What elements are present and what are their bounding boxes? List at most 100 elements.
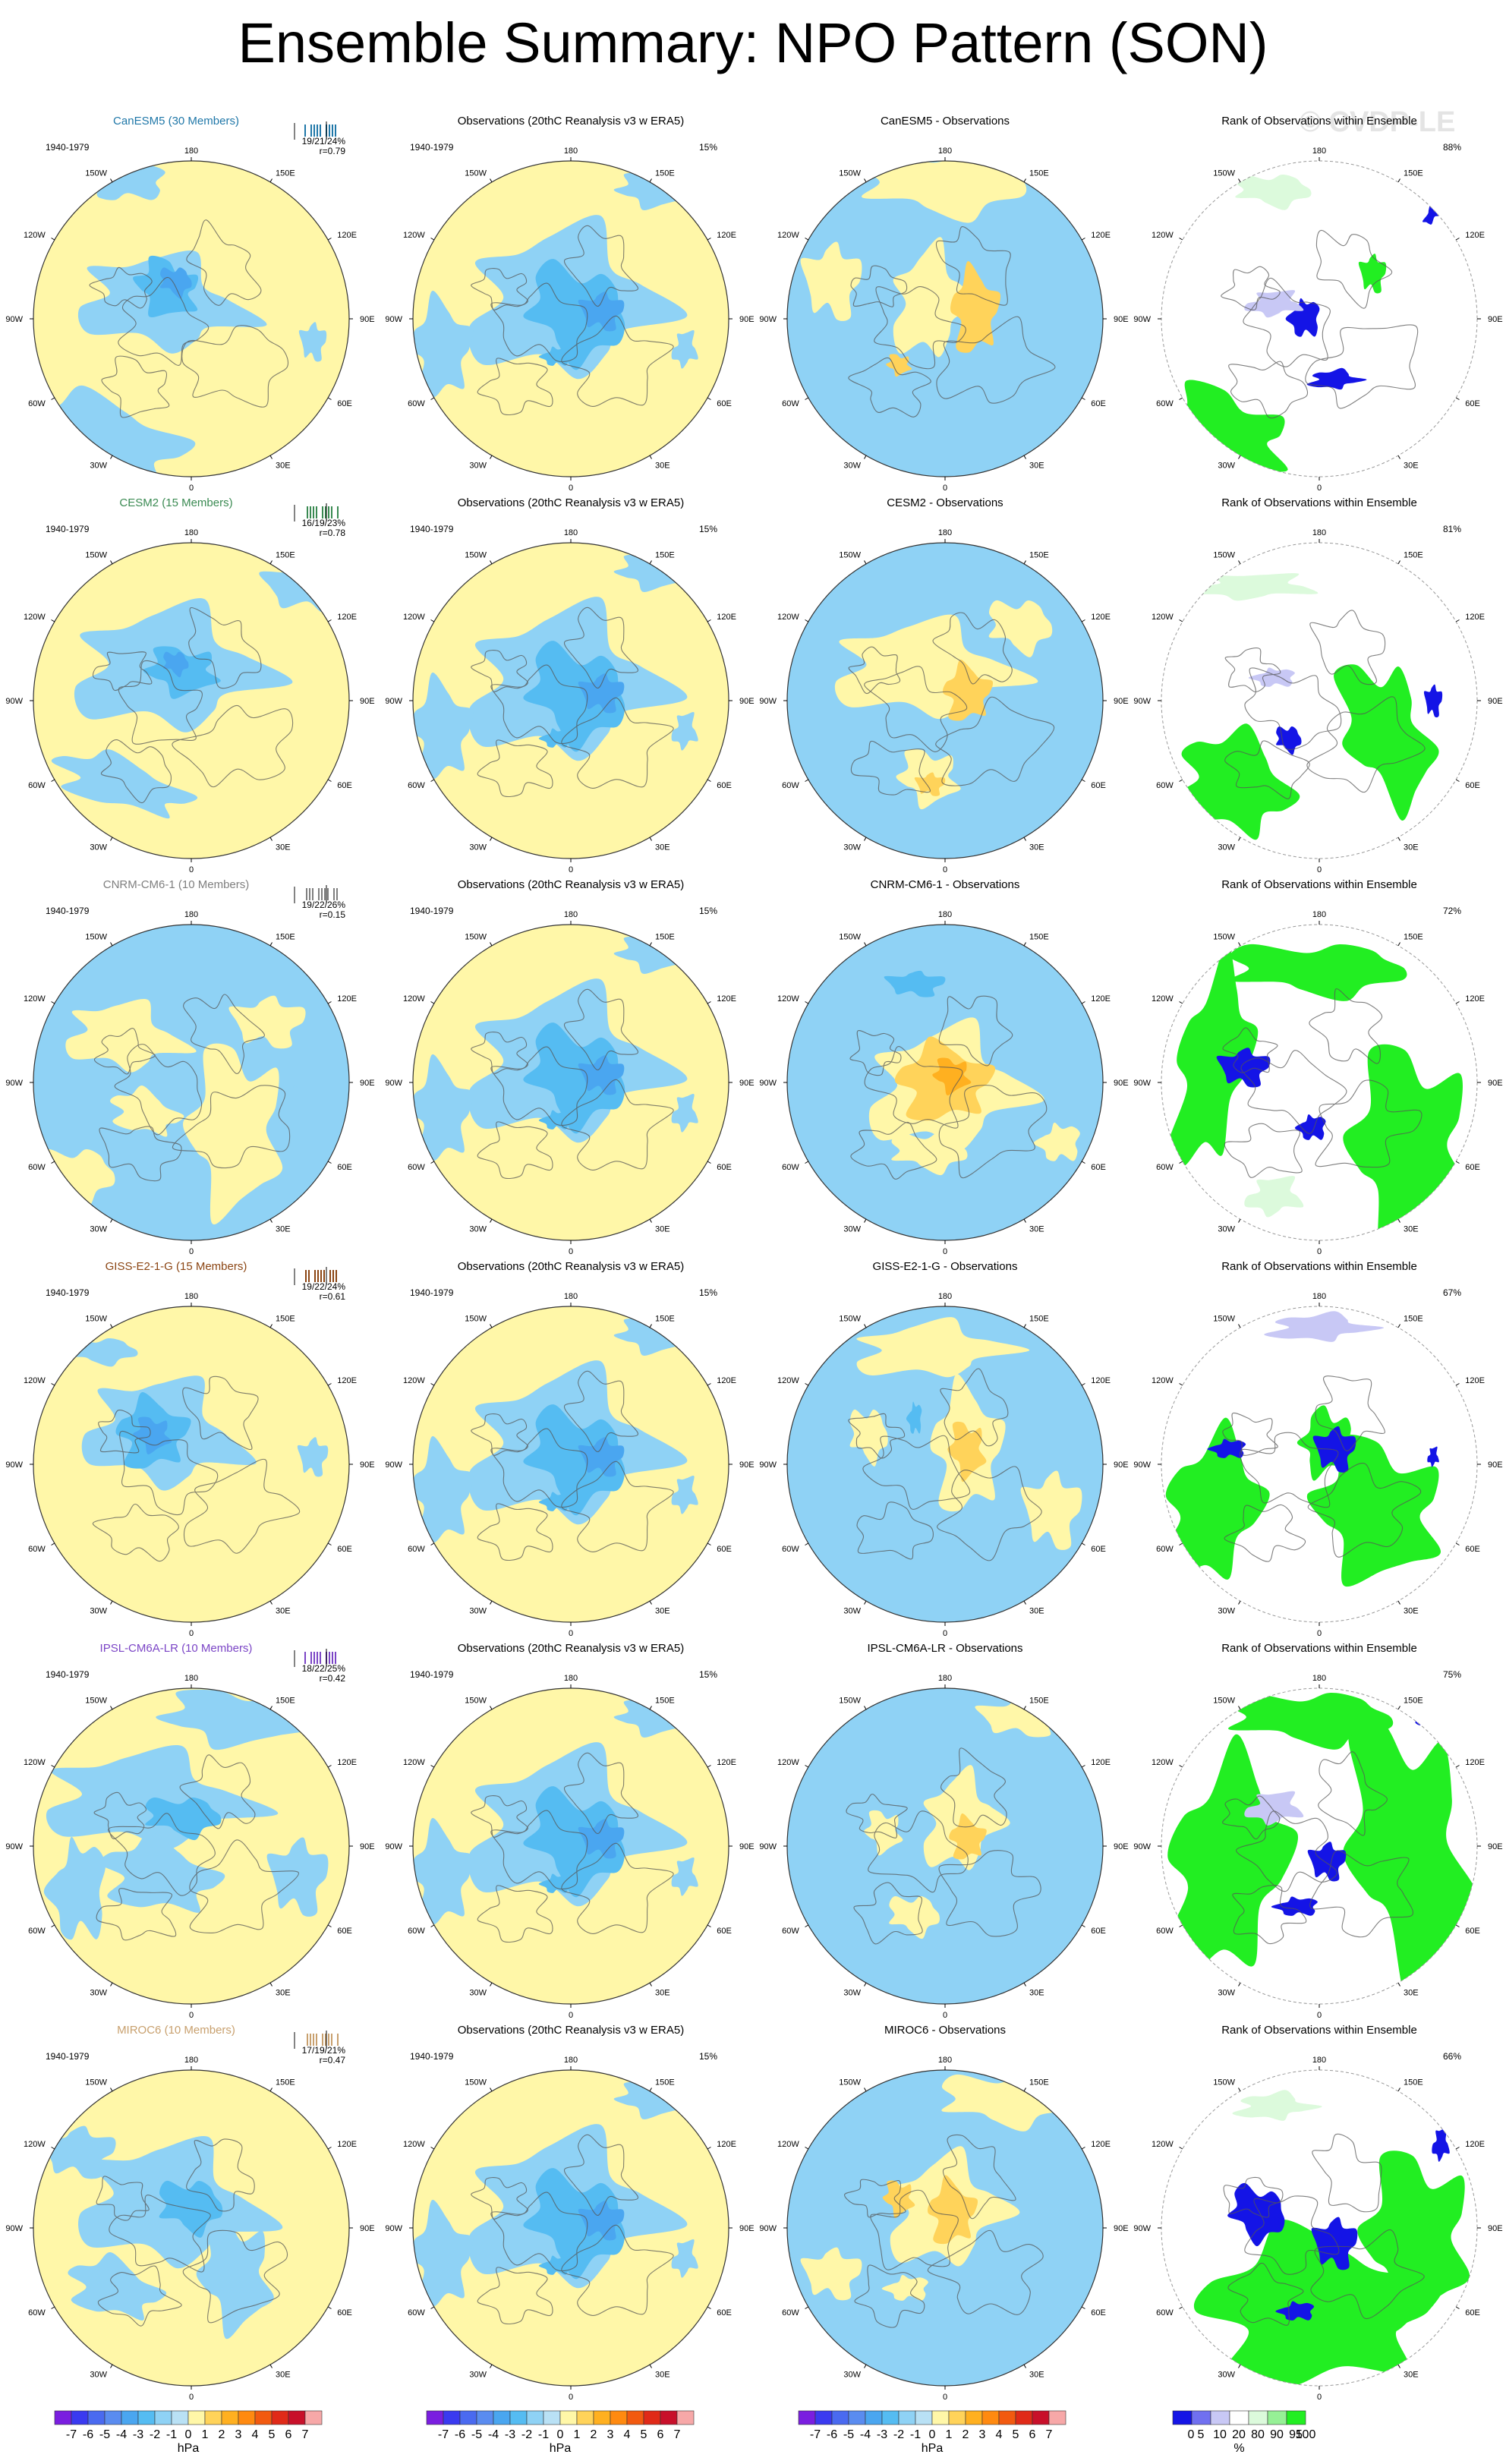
- longitude-label: 120E: [337, 1758, 357, 1767]
- longitude-tick: [707, 2306, 711, 2309]
- colorbar-segment: [965, 2410, 983, 2425]
- longitude-tick: [805, 397, 809, 400]
- difference-panel: GISS-E2-1-G - Observations 180 150E 120E 90E…: [759, 1260, 1128, 1638]
- coastline: [172, 1085, 291, 1169]
- longitude-tick: [649, 1600, 652, 1605]
- longitude-label: 60W: [28, 781, 46, 790]
- longitude-tick: [805, 1924, 809, 1927]
- longitude-label: 120W: [403, 1376, 425, 1385]
- longitude-tick: [269, 455, 273, 459]
- longitude-label: 0: [189, 484, 194, 493]
- longitude-tick: [269, 560, 273, 565]
- rank-region: [1415, 1704, 1438, 1728]
- longitude-label: 30W: [1218, 843, 1235, 852]
- colorbar-segment: [798, 2410, 816, 2425]
- rank-region: [1432, 2127, 1450, 2162]
- longitude-label: 60W: [782, 1545, 799, 1554]
- longitude-tick: [490, 2087, 493, 2092]
- longitude-label: 150W: [85, 1697, 107, 1706]
- colorbar-segment: [187, 2410, 206, 2425]
- observed-variance: 15%: [699, 2051, 717, 2062]
- period-label: 1940-1979: [46, 906, 90, 916]
- longitude-label: 120E: [1465, 994, 1485, 1004]
- colorbar-tick-label: -3: [505, 2428, 515, 2441]
- rank-region: [1227, 2182, 1285, 2247]
- difference-panel: CanESM5 - Observations 180 150E 120E 90E 60E 3…: [759, 115, 1128, 493]
- longitude-label: 90W: [759, 1842, 777, 1851]
- longitude-tick: [1023, 837, 1026, 841]
- contour-region: [949, 1813, 987, 1860]
- contour-region: [523, 641, 625, 752]
- longitude-label: 30E: [1029, 2370, 1044, 2379]
- longitude-tick: [490, 2364, 493, 2368]
- longitude-tick: [1455, 779, 1460, 782]
- contour-region: [849, 1409, 888, 1467]
- contour-region: [280, 1085, 312, 1109]
- contour-region: [523, 1022, 625, 1134]
- contour-field: [413, 2070, 729, 2386]
- longitude-label: 150W: [85, 2078, 107, 2087]
- coastline: [864, 666, 968, 752]
- longitude-tick: [327, 1542, 332, 1546]
- variance-stats: 16/19/23%: [302, 518, 346, 528]
- longitude-label: 90E: [1114, 2224, 1129, 2233]
- colorbar-segment: [154, 2410, 172, 2425]
- contour-region: [1020, 1470, 1082, 1550]
- longitude-label: 180: [564, 147, 578, 156]
- rank-region: [1306, 367, 1367, 390]
- observed-variance: 15%: [699, 524, 717, 534]
- colorbar-tick-label: 7: [302, 2428, 309, 2441]
- rank-percent: 67%: [1443, 1287, 1461, 1298]
- contour-region: [950, 260, 1001, 353]
- longitude-label: 30W: [469, 1224, 487, 1234]
- longitude-label: 30W: [90, 461, 107, 470]
- longitude-label: 30E: [1029, 461, 1044, 470]
- contour-region: [578, 1055, 625, 1095]
- longitude-tick: [269, 1218, 273, 1223]
- coastlines: [848, 612, 1054, 796]
- colorbar-segment: [814, 2410, 833, 2425]
- coastlines: [849, 995, 1048, 1180]
- longitude-label: 90W: [5, 2224, 23, 2233]
- longitude-tick: [1238, 178, 1241, 183]
- coastline: [188, 607, 262, 689]
- contour-region: [72, 161, 165, 200]
- rank-percent: 66%: [1443, 2051, 1461, 2062]
- longitude-tick: [1023, 560, 1026, 565]
- colorbar-segment: [865, 2410, 883, 2425]
- coastline: [940, 1747, 1007, 1828]
- longitude-label: 30E: [276, 1606, 291, 1615]
- coastline: [186, 219, 262, 306]
- longitude-label: 60W: [408, 1163, 425, 1172]
- contour-region: [671, 2239, 698, 2278]
- colorbar-segment: [271, 2410, 289, 2425]
- longitude-label: 180: [1312, 528, 1326, 537]
- longitude-tick: [1397, 2364, 1400, 2368]
- contour-region: [145, 1797, 222, 1841]
- longitude-label: 120E: [717, 1376, 736, 1385]
- longitude-tick: [1397, 455, 1400, 459]
- longitude-label: 180: [1312, 1292, 1326, 1301]
- colorbar-segment: [1191, 2410, 1211, 2425]
- longitude-label: 150E: [655, 933, 675, 942]
- longitude-label: 0: [569, 484, 573, 493]
- longitude-tick: [1179, 1001, 1183, 1004]
- longitude-tick: [110, 942, 113, 947]
- observations-panel: Observations (20thC Reanalysis v3 w ERA5…: [385, 115, 754, 493]
- longitude-tick: [1023, 178, 1026, 183]
- longitude-label: 90W: [385, 315, 402, 324]
- longitude-tick: [649, 1982, 652, 1987]
- colorbar-segment: [137, 2410, 156, 2425]
- longitude-label: 150W: [1213, 1315, 1235, 1324]
- longitude-label: 60E: [717, 2308, 732, 2317]
- longitude-tick: [649, 178, 652, 183]
- colorbar-tick-label: 100: [1296, 2428, 1316, 2441]
- difference-panel-title: CNRM-CM6-1 - Observations: [871, 878, 1020, 891]
- rank-panel-title: Rank of Observations within Ensemble: [1221, 2024, 1417, 2037]
- longitude-label: 120W: [24, 231, 46, 240]
- longitude-tick: [1081, 1001, 1085, 1004]
- colorbar-tick-label: -6: [83, 2428, 93, 2441]
- rank-field: [1161, 161, 1477, 477]
- coastline: [1232, 1885, 1307, 1945]
